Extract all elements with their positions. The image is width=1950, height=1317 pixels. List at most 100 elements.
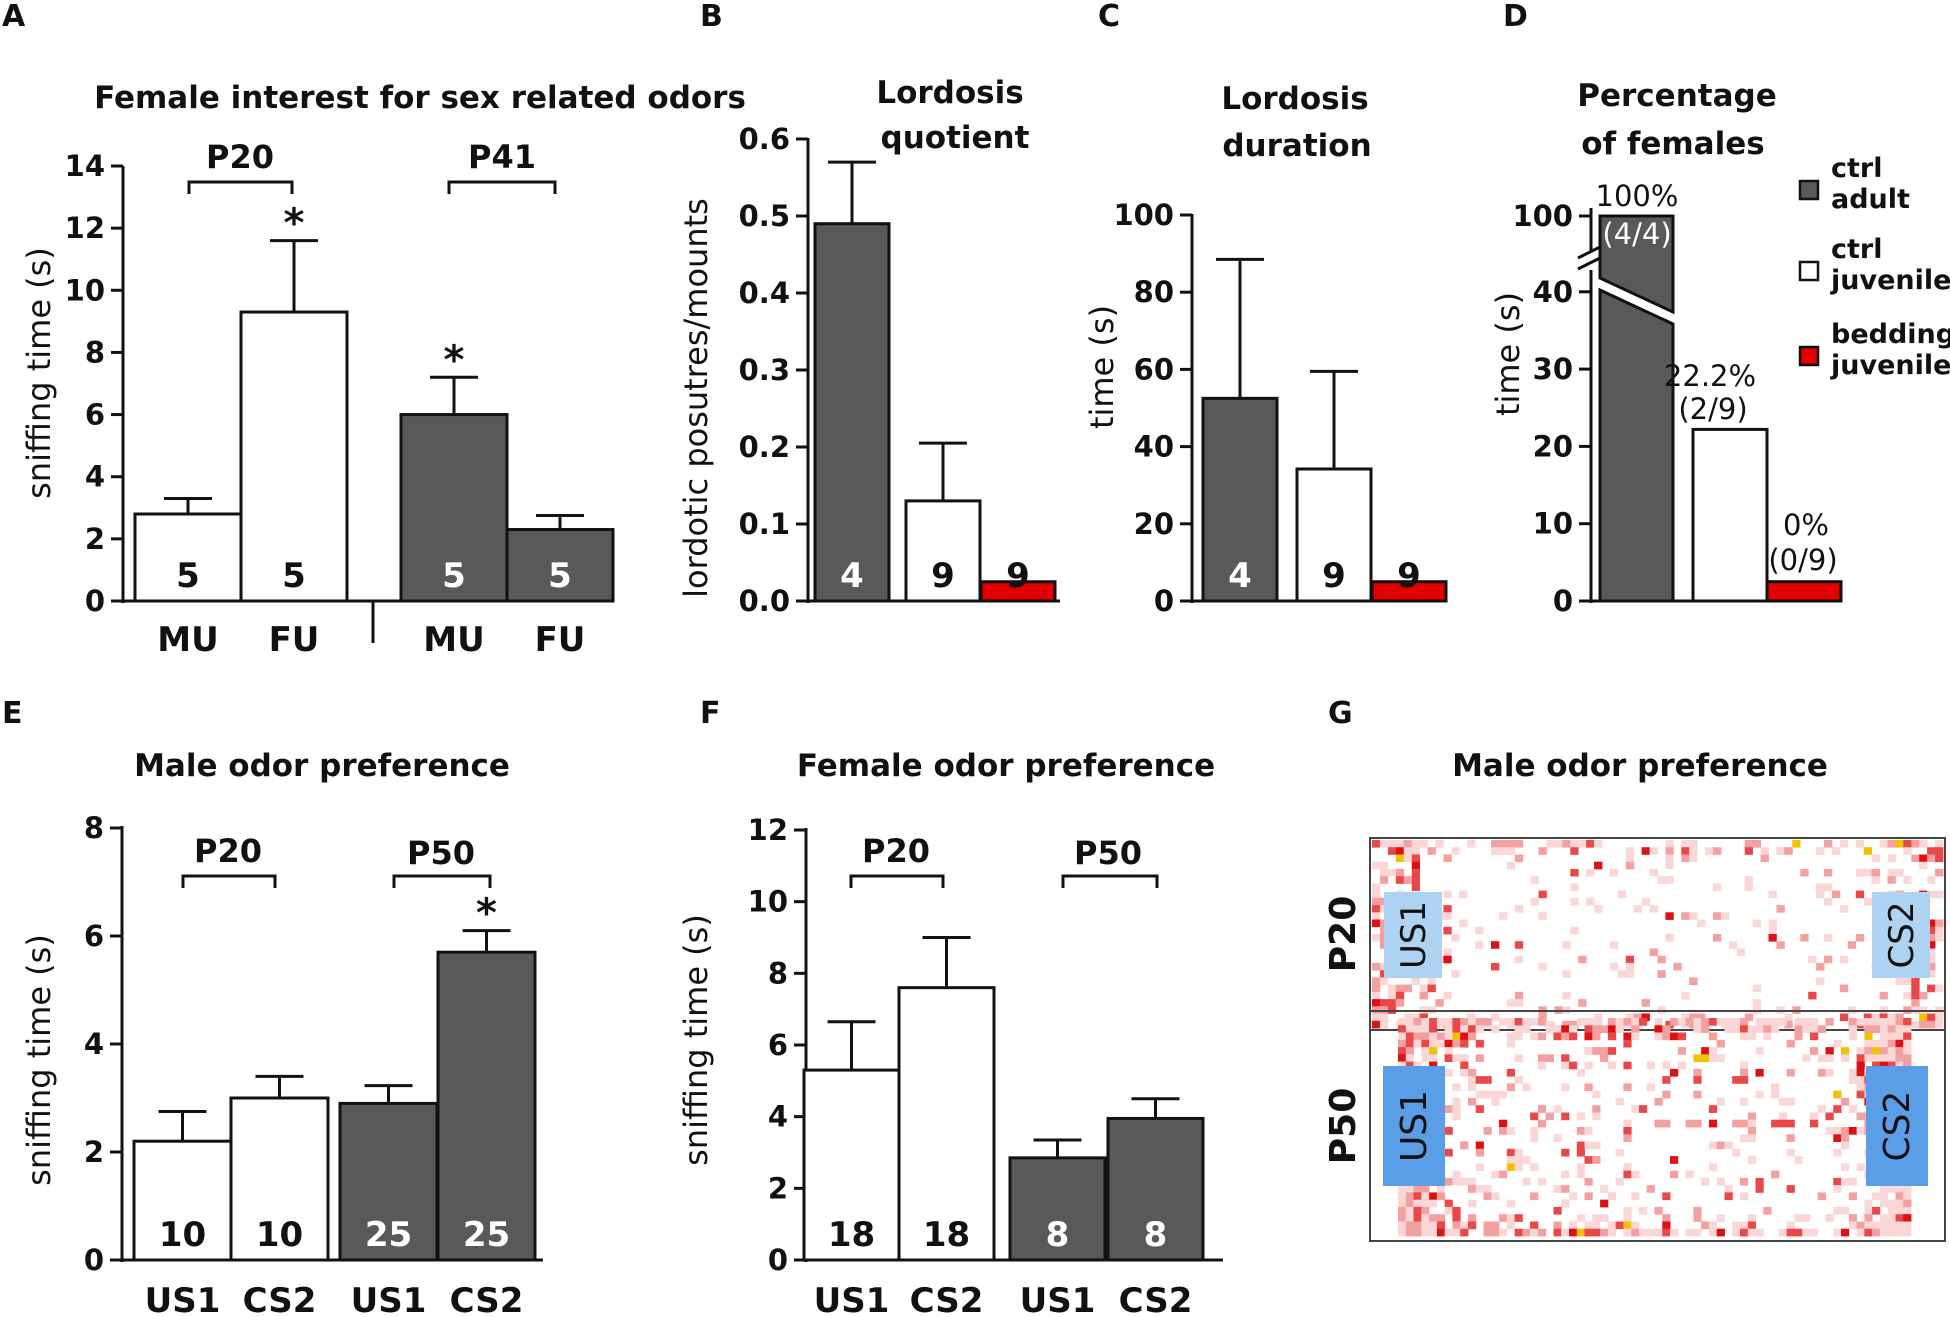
- heatmap-cell: [1856, 1228, 1865, 1237]
- heatmap-cell: [1825, 1127, 1834, 1135]
- heatmap-cell: [1444, 1068, 1453, 1077]
- heatmap-cell: [1443, 890, 1452, 899]
- heatmap-cell: [1760, 847, 1769, 855]
- heatmap-cell: [1514, 1163, 1523, 1171]
- heatmap-cell: [1768, 890, 1777, 899]
- heatmap-cell: [1584, 1032, 1593, 1041]
- heatmap-cell: [1792, 840, 1801, 848]
- heatmap-cell: [1617, 890, 1627, 899]
- zone-label-right: CS2: [1877, 1091, 1918, 1162]
- heatmap-cell: [1530, 1018, 1539, 1026]
- heatmap-cell: [1372, 905, 1381, 913]
- heatmap-cell: [1839, 840, 1849, 848]
- heatmap-cell: [1607, 1047, 1617, 1055]
- heatmap-cell: [1609, 868, 1619, 877]
- heatmap-cell: [1935, 984, 1944, 993]
- n-label: 9: [1006, 556, 1030, 596]
- heatmap-cell: [1395, 999, 1405, 1007]
- panel-e-bars: 10 US1 10 CS2 25 US1 * 25 CS2: [132, 891, 537, 1317]
- heatmap-cell: [1444, 1054, 1453, 1062]
- heatmap-cell: [1856, 1076, 1865, 1084]
- heatmap-cell: [1903, 1221, 1912, 1230]
- heatmap-cell: [1483, 1228, 1492, 1237]
- heatmap-cell: [1895, 1061, 1904, 1070]
- panel-letter-b: B: [700, 0, 723, 34]
- heatmap-cell: [1810, 1047, 1819, 1055]
- heatmap-cell: [1419, 991, 1428, 1000]
- heatmap-cell: [1475, 1039, 1484, 1048]
- heatmap-cell: [1670, 1156, 1679, 1164]
- heatmap-cell: [1452, 1025, 1461, 1033]
- heatmap-cell: [1607, 1221, 1617, 1230]
- heatmap-cell: [1436, 1018, 1446, 1026]
- heatmap-cell: [1708, 1228, 1718, 1237]
- heatmap-cell: [1911, 991, 1920, 1000]
- heatmap-cell: [1372, 840, 1381, 848]
- heatmap-cell: [1778, 1119, 1788, 1128]
- heatmap-cell: [1639, 1228, 1648, 1237]
- heatmap-cell: [1631, 1228, 1640, 1237]
- heatmap-cell: [1506, 1039, 1515, 1048]
- heatmap-cell: [1545, 1112, 1554, 1121]
- heatmap-cell: [1491, 1228, 1500, 1237]
- heatmap-cell: [1776, 905, 1785, 913]
- heatmap-cell: [1421, 1054, 1430, 1062]
- heatmap-cell: [1387, 991, 1397, 1000]
- heatmap-cell: [1895, 1199, 1904, 1208]
- heatmap-cell: [1592, 1047, 1601, 1055]
- heatmap-cell: [1592, 1221, 1601, 1230]
- heatmap-cell: [1372, 912, 1381, 920]
- heatmap-cell: [1701, 1018, 1710, 1026]
- heatmap-cell: [1752, 999, 1761, 1007]
- heatmap-cell: [1771, 1025, 1780, 1033]
- y-tick-label: 8: [85, 335, 105, 369]
- heatmap-cell: [1856, 1018, 1865, 1026]
- heatmap-cell: [1405, 1199, 1414, 1208]
- heatmap-cell: [1530, 1163, 1539, 1171]
- heatmap-cell: [1499, 1170, 1508, 1179]
- heatmap-cell: [1927, 962, 1936, 971]
- heatmap-cell: [1570, 926, 1579, 935]
- heatmap-cell: [1600, 1199, 1609, 1208]
- panel-d-axis-break-mark: [1577, 256, 1601, 271]
- heatmap-cell: [1483, 1185, 1492, 1193]
- y-tick-label: 0.6: [739, 122, 790, 156]
- y-tick-label: 12: [748, 813, 788, 847]
- heatmap-cell: [1856, 1083, 1865, 1092]
- heatmap-cell: [1398, 1185, 1407, 1193]
- y-tick-label: 0: [84, 1243, 104, 1277]
- heatmap-cell: [1615, 1025, 1624, 1033]
- heatmap-cell: [1506, 1156, 1515, 1164]
- heatmap-cell: [1436, 1221, 1446, 1230]
- y-tick-label: 2: [84, 1135, 104, 1169]
- n-label: 25: [365, 1215, 412, 1255]
- n-label: 4: [1228, 556, 1252, 596]
- heatmap-cell: [1436, 1192, 1446, 1201]
- heatmap-cell: [1856, 1163, 1865, 1171]
- heatmap-cell: [1468, 1177, 1477, 1186]
- heatmap-cell: [1569, 1228, 1578, 1237]
- heatmap-cell: [1451, 847, 1460, 855]
- heatmap-cell: [1570, 897, 1579, 906]
- heatmap-cell: [1561, 1054, 1570, 1062]
- heatmap-cell: [1452, 1228, 1461, 1237]
- heatmap-cell: [1903, 876, 1912, 884]
- heatmap-cell: [1732, 1018, 1741, 1026]
- y-tick-label: 30: [1533, 352, 1573, 386]
- category-label: US1: [351, 1281, 427, 1317]
- heatmap-cell: [1444, 1025, 1453, 1033]
- heatmap-cell: [1537, 1177, 1547, 1186]
- heatmap-cell: [1443, 912, 1452, 920]
- heatmap-cell: [1778, 1097, 1788, 1106]
- zone-label-left: US1: [1394, 901, 1434, 969]
- heatmap-cell: [1871, 876, 1880, 884]
- heatmap-cell: [1662, 1061, 1671, 1070]
- heatmap-cell: [1872, 1228, 1881, 1237]
- heatmap-cell: [1833, 1148, 1842, 1157]
- heatmap-cell: [1387, 984, 1397, 993]
- n-label: 25: [463, 1215, 510, 1255]
- heatmap-cell: [1887, 1032, 1896, 1041]
- panel-c: Lordosis duration time (s) 020406080100 …: [1083, 81, 1448, 618]
- panel-e-group-p50: P50: [407, 834, 475, 872]
- heatmap-cell: [1863, 847, 1872, 855]
